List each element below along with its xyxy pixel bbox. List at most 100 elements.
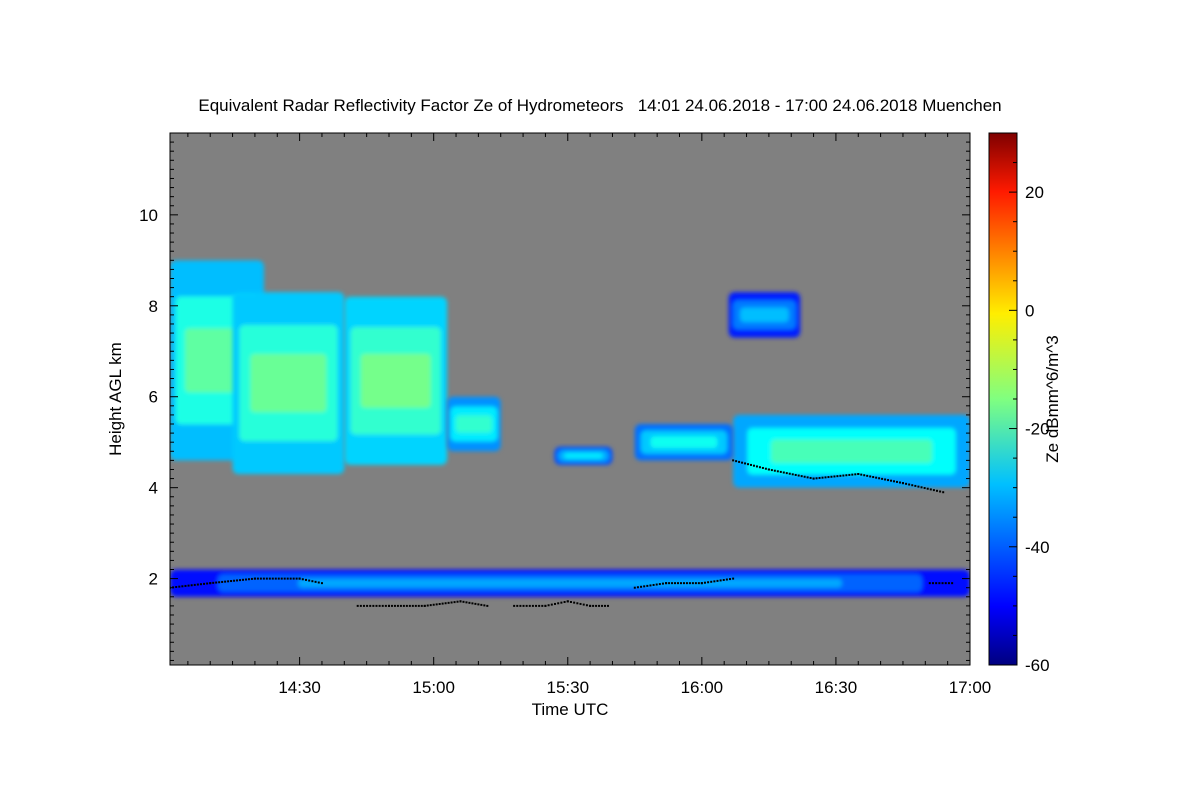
black-dot: [893, 480, 896, 483]
black-dot: [770, 469, 773, 472]
colorbar-tick-label: 0: [1025, 301, 1034, 320]
colorbar-label: Ze dBmm^6/m^3: [1043, 335, 1062, 462]
black-dot: [247, 578, 250, 581]
black-dot: [779, 470, 782, 473]
black-dot: [441, 602, 444, 605]
black-dot: [289, 577, 292, 580]
black-dot-series: [633, 577, 735, 589]
black-dot: [842, 474, 845, 477]
black-dot: [782, 471, 785, 474]
black-dot: [259, 577, 262, 580]
black-dot: [557, 602, 560, 605]
black-dot: [566, 600, 569, 603]
black-dot: [362, 604, 365, 607]
black-dot: [744, 462, 747, 465]
black-dot: [402, 604, 405, 607]
black-dot-series: [356, 600, 489, 607]
black-dot: [384, 604, 387, 607]
black-dot: [851, 473, 854, 476]
black-dot: [655, 583, 658, 586]
chart-title: Equivalent Radar Reflectivity Factor Ze …: [198, 96, 1002, 115]
black-dot: [212, 581, 215, 584]
black-dot: [301, 578, 304, 581]
black-dot: [785, 472, 788, 475]
black-dot: [535, 604, 538, 607]
black-dot: [435, 603, 438, 606]
black-dot: [788, 472, 791, 475]
black-dot: [658, 583, 661, 586]
black-dot: [378, 604, 381, 607]
black-dot: [755, 465, 758, 468]
black-dot: [459, 600, 462, 603]
black-dot: [465, 601, 468, 604]
black-dot: [429, 604, 432, 607]
black-dot: [239, 579, 242, 582]
y-tick-label: 2: [149, 570, 158, 589]
black-dot: [866, 474, 869, 477]
black-dot: [932, 489, 935, 492]
black-dot: [576, 602, 579, 605]
black-dot: [646, 584, 649, 587]
black-dot: [233, 579, 236, 582]
black-dot: [579, 602, 582, 605]
black-dot: [544, 604, 547, 607]
black-dot-layer: [170, 459, 954, 607]
black-dot: [450, 601, 453, 604]
black-dot: [550, 603, 553, 606]
reflectivity-field: [170, 260, 970, 597]
black-dot: [707, 581, 710, 584]
black-dot: [477, 603, 480, 606]
black-dot: [926, 487, 929, 490]
black-dot: [931, 582, 934, 585]
colorbar: [988, 132, 1018, 666]
x-axis-label: Time UTC: [532, 700, 609, 719]
black-dot: [601, 604, 604, 607]
black-dot: [633, 586, 636, 589]
black-dot: [563, 600, 566, 603]
cloud-layer: [728, 292, 801, 338]
black-dot: [199, 583, 202, 586]
black-dot: [569, 600, 572, 603]
black-dot: [640, 585, 643, 588]
black-dot: [209, 582, 212, 585]
black-dot: [682, 582, 685, 585]
black-dot: [241, 578, 244, 581]
black-dot: [486, 604, 489, 607]
black-dot: [941, 582, 944, 585]
black-dot: [295, 577, 298, 580]
black-dot-series: [170, 577, 323, 589]
black-dot: [700, 582, 703, 585]
black-dot: [196, 583, 199, 586]
black-dot: [767, 468, 770, 471]
y-axis: 2 4 6 8 10: [139, 132, 970, 661]
black-dot: [890, 479, 893, 482]
black-dot: [898, 481, 901, 484]
black-dot: [951, 582, 954, 585]
black-dot: [661, 582, 664, 585]
black-dot: [671, 582, 674, 585]
black-dot: [218, 581, 221, 584]
black-dot: [513, 604, 516, 607]
black-dot: [387, 604, 390, 607]
x-tick-label: 15:00: [412, 678, 455, 697]
black-dot: [366, 604, 369, 607]
black-dot: [719, 579, 722, 582]
black-dot: [677, 582, 680, 585]
black-dot: [399, 604, 402, 607]
cloud-layer: [232, 292, 345, 475]
black-dot: [320, 582, 323, 585]
black-dot: [456, 600, 459, 603]
black-dot: [875, 476, 878, 479]
black-dot: [944, 582, 947, 585]
black-dot: [304, 578, 307, 581]
black-dot: [833, 475, 836, 478]
y-tick-label: 6: [149, 388, 158, 407]
black-dot-series: [732, 459, 945, 494]
black-dot: [274, 577, 277, 580]
black-dot: [761, 466, 764, 469]
black-dot: [438, 602, 441, 605]
black-dot: [181, 585, 184, 588]
black-dot: [703, 581, 706, 584]
black-dot: [280, 577, 283, 580]
black-dot: [649, 584, 652, 587]
